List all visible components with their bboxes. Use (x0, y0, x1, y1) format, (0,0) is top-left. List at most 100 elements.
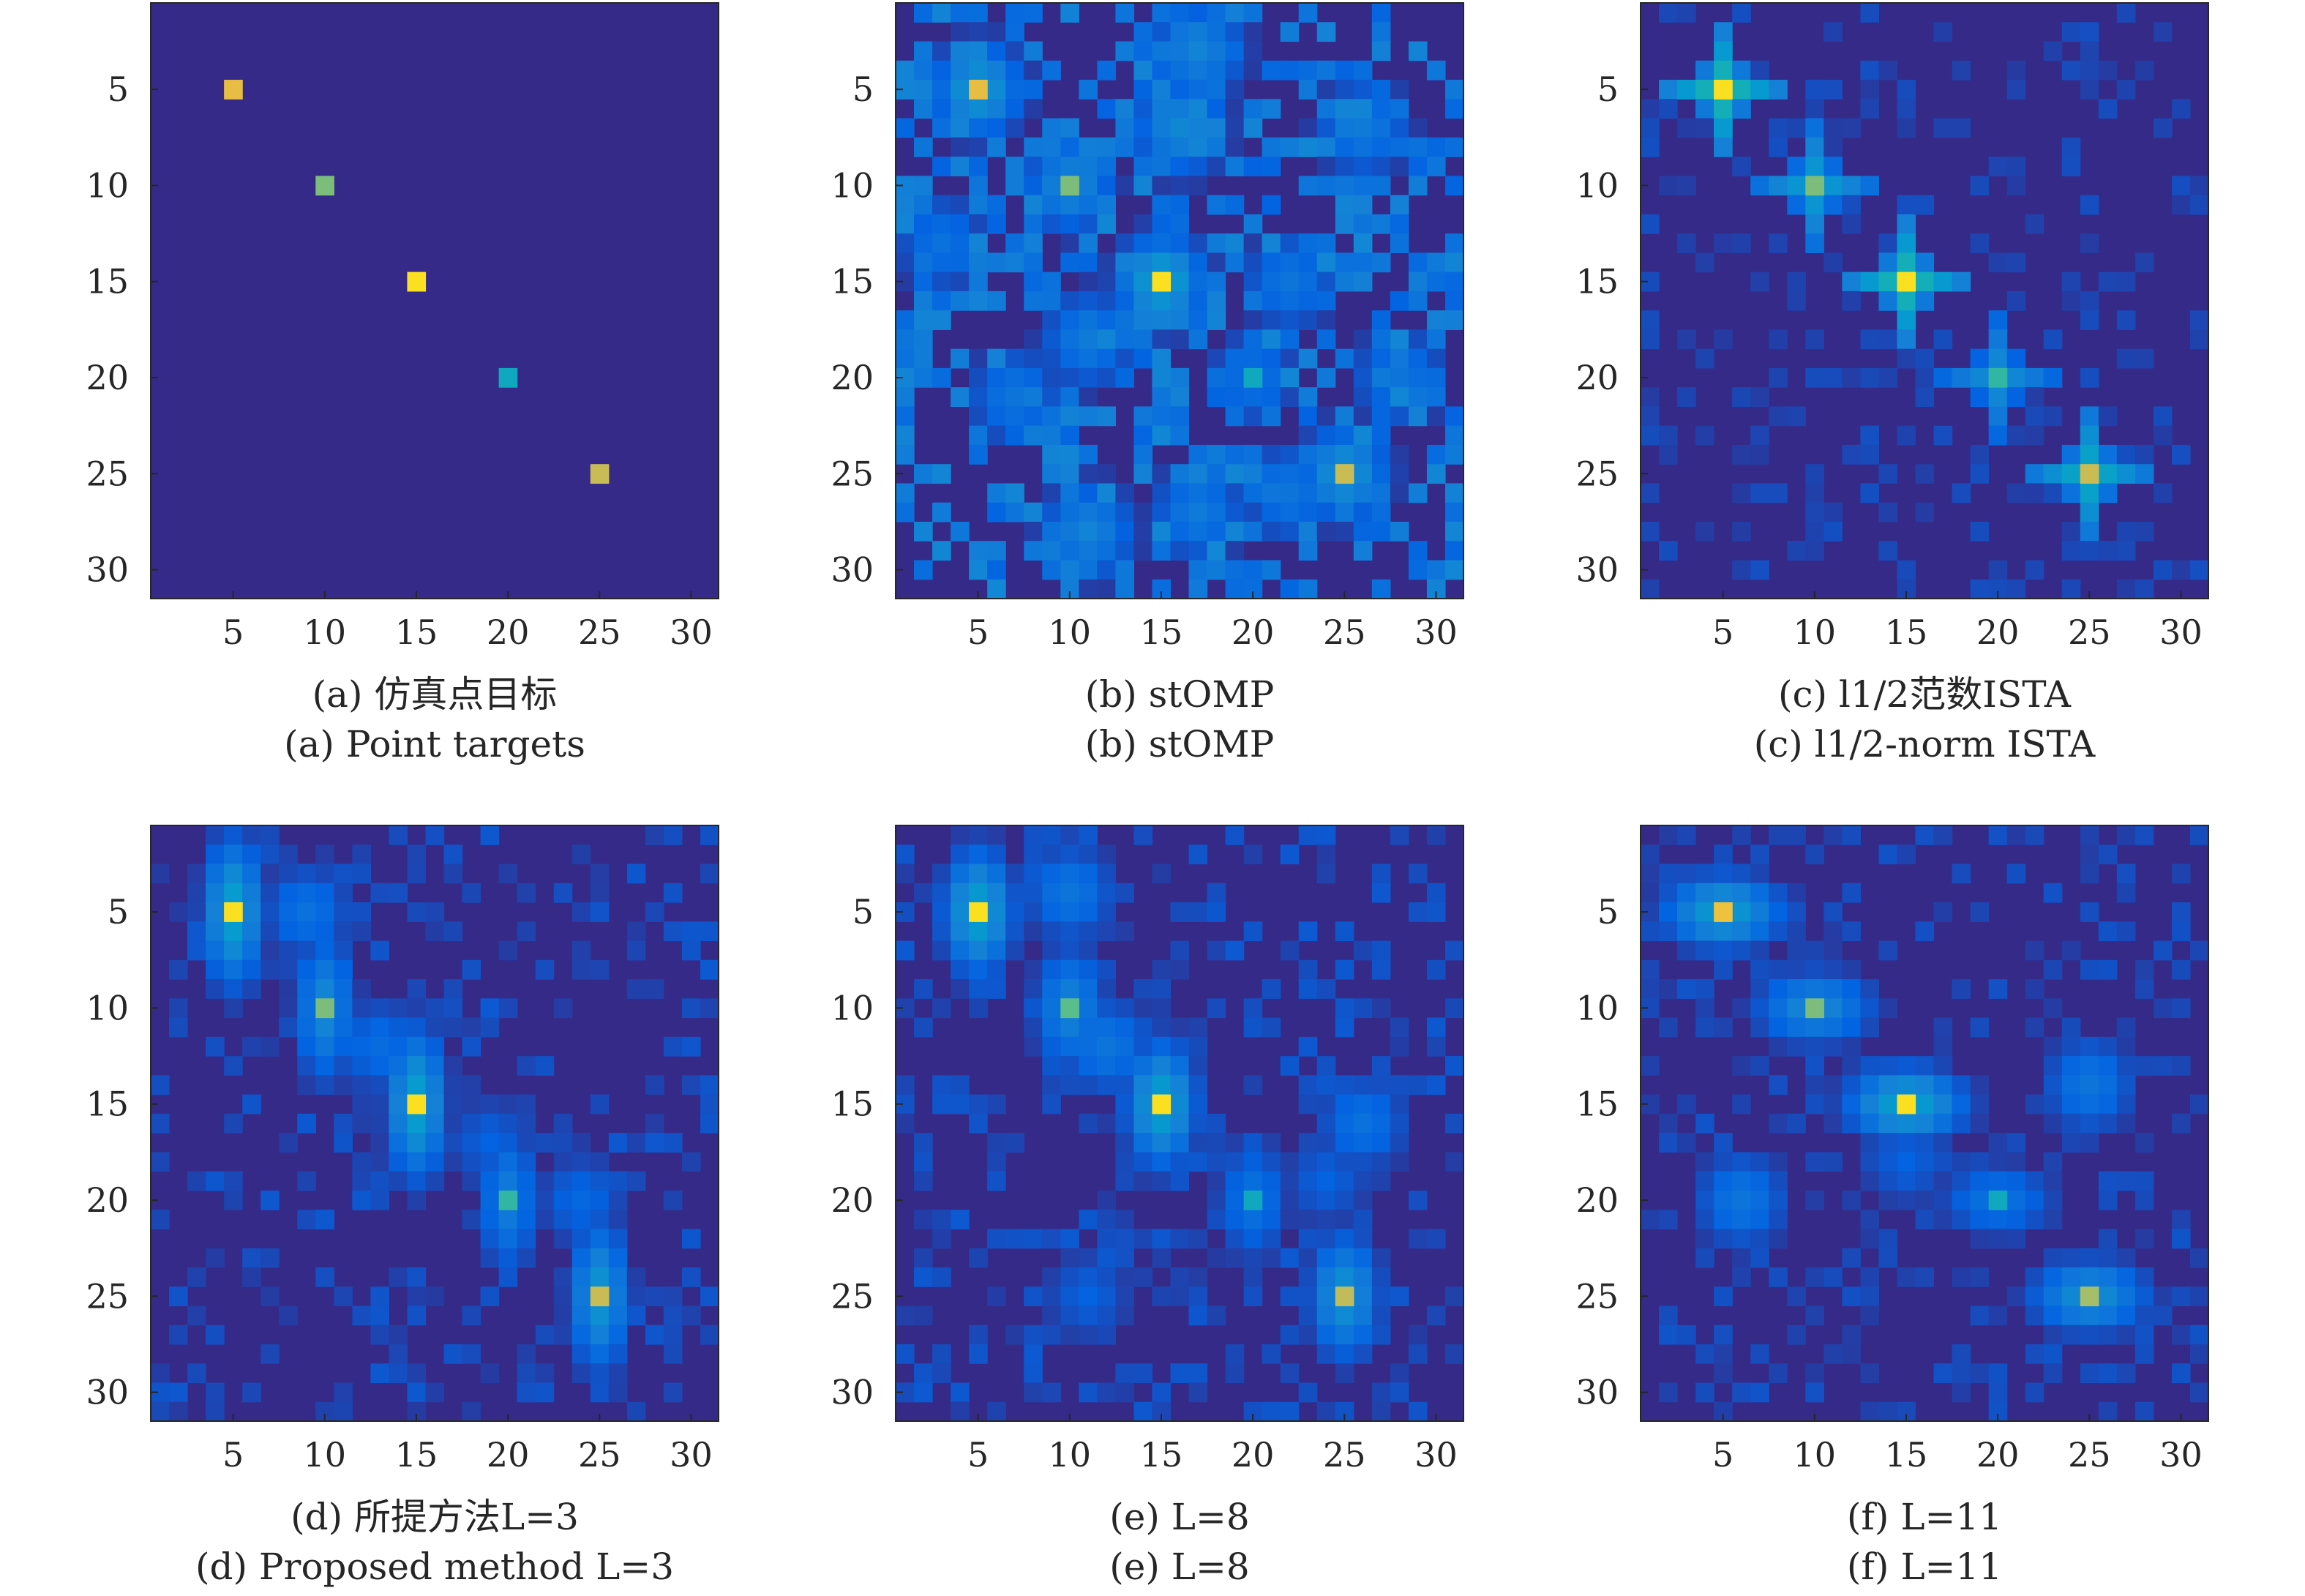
heatmap-cell (1952, 979, 1971, 999)
heatmap-cell (1133, 998, 1153, 1019)
heatmap-cell (1024, 1017, 1043, 1038)
heatmap-cell (206, 825, 225, 845)
heatmap-cell (1444, 291, 1464, 311)
heatmap-cell (1371, 310, 1391, 330)
heatmap-cell (1371, 1056, 1391, 1076)
heatmap-cell (1659, 825, 1678, 845)
heatmap-cell (462, 1017, 481, 1038)
heatmap-cell (1097, 271, 1116, 292)
heatmap-cell (932, 1267, 951, 1287)
heatmap-cell (1097, 137, 1116, 157)
heatmap-cell (1878, 1229, 1898, 1249)
target-point-4 (1988, 1190, 2008, 1210)
heatmap-cell (1426, 902, 1446, 922)
heatmap-cell (1371, 214, 1391, 234)
heatmap-cell (1408, 291, 1428, 311)
heatmap-cell (169, 902, 188, 922)
heatmap-cell (315, 1075, 334, 1095)
heatmap-cell (297, 1036, 316, 1057)
heatmap-cell (334, 1382, 353, 1403)
heatmap-cell (2135, 825, 2154, 845)
heatmap-cell (914, 233, 933, 253)
y-tick-label: 25 (86, 1276, 129, 1316)
heatmap-cell (206, 844, 225, 865)
heatmap-cell (2116, 579, 2136, 599)
heatmap-cell (1371, 1133, 1391, 1153)
heatmap-cell (1878, 1401, 1898, 1422)
heatmap-cell (1024, 329, 1043, 350)
heatmap-cell (932, 998, 951, 1019)
heatmap-cell (1079, 195, 1098, 215)
heatmap-cell (951, 979, 970, 999)
heatmap-cell (1750, 444, 1769, 465)
heatmap-cell (1897, 1190, 1916, 1210)
heatmap-cell (1188, 41, 1208, 61)
heatmap-cell (1353, 541, 1373, 561)
heatmap-cell (1243, 502, 1263, 522)
heatmap-cell (1060, 310, 1079, 330)
heatmap-cell (1024, 959, 1043, 980)
heatmap-cell (1079, 310, 1098, 330)
heatmap-cell (1952, 1075, 1971, 1095)
heatmap-cell (951, 387, 970, 408)
heatmap-cell (1805, 1305, 1824, 1326)
heatmap-cell (242, 940, 261, 961)
heatmap-cell (1079, 214, 1098, 234)
heatmap-cell (951, 1075, 970, 1095)
heatmap-cell (2043, 464, 2063, 484)
heatmap-cell (1298, 118, 1318, 138)
caption-zh: (d) 所提方法L=3 (291, 1496, 579, 1538)
heatmap-cell (1408, 348, 1428, 369)
heatmap-cell (2006, 1286, 2026, 1307)
heatmap-cell (1097, 979, 1116, 999)
heatmap-cell (2135, 521, 2154, 542)
heatmap-cell (1079, 1325, 1098, 1345)
heatmap-cell (1335, 348, 1354, 369)
heatmap-cell (1298, 444, 1318, 465)
heatmap-cell (1842, 1325, 1861, 1345)
target-point-4 (498, 1190, 518, 1210)
heatmap-cell (1824, 521, 1843, 542)
heatmap-cell (2061, 579, 2081, 599)
heatmap-cell (969, 118, 988, 138)
heatmap-cell (987, 80, 1006, 100)
heatmap-cell (1042, 902, 1061, 922)
heatmap-cell (2116, 1075, 2136, 1095)
x-tick-label: 10 (1794, 612, 1837, 652)
heatmap-cell (1262, 348, 1281, 369)
heatmap-cell (224, 1171, 243, 1191)
heatmap-cell (1097, 1248, 1116, 1268)
heatmap-cell (1207, 348, 1226, 369)
heatmap-cell (1280, 329, 1300, 350)
heatmap-cell (2153, 118, 2173, 138)
heatmap-cell (1207, 560, 1226, 580)
heatmap-cell (2116, 521, 2136, 542)
heatmap-cell (590, 1190, 610, 1210)
heatmap-cell (1262, 291, 1281, 311)
heatmap-cell (297, 998, 316, 1019)
heatmap-cell (969, 883, 988, 903)
heatmap-cell (1659, 1133, 1678, 1153)
heatmap-cell (1170, 387, 1190, 408)
heatmap-cell (1732, 1056, 1751, 1076)
target-point-2 (1805, 998, 1824, 1019)
heatmap-cell (2043, 329, 2063, 350)
heatmap-cell (1280, 1171, 1300, 1191)
heatmap-cell (1316, 406, 1336, 427)
heatmap-cell (1024, 176, 1043, 196)
heatmap-cell (1316, 291, 1336, 311)
heatmap-cell (1298, 252, 1318, 273)
heatmap-cell (1243, 99, 1263, 119)
heatmap-cell (389, 1075, 408, 1095)
heatmap-cell (2025, 1382, 2044, 1403)
heatmap-cell (370, 998, 390, 1019)
heatmap-cell (571, 1190, 591, 1210)
heatmap-cell (1335, 137, 1354, 157)
heatmap-cell (1316, 1248, 1336, 1268)
heatmap-cell (1824, 367, 1843, 388)
heatmap-cell (480, 1094, 500, 1114)
heatmap-cell (608, 1190, 628, 1210)
heatmap-cell (498, 1133, 518, 1153)
heatmap-cell (1316, 825, 1336, 845)
heatmap-cell (663, 1344, 683, 1364)
